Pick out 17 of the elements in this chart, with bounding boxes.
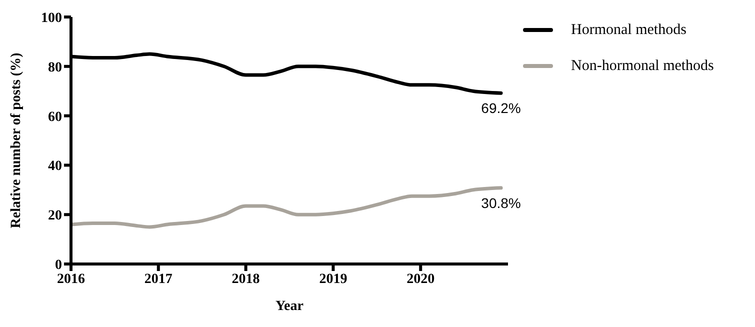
legend-label: Hormonal methods [571,22,686,38]
legend-label: Non-hormonal methods [571,58,714,74]
y-tick-label: 40 [48,159,62,174]
y-tick-label: 80 [48,60,62,76]
x-tick-label: 2017 [144,272,172,287]
y-tick-label: 60 [48,110,62,125]
y-axis-title: Relative number of posts (%) [8,52,24,228]
x-tick-label: 2020 [406,272,435,287]
y-tick-label: 20 [48,208,62,224]
y-tick-label: 0 [55,258,62,273]
x-tick-label: 2019 [319,272,348,287]
y-tick-label: 100 [41,10,62,26]
annotation: 69.2% [481,100,521,116]
x-axis-title: Year [276,299,304,314]
x-tick-label: 2018 [232,272,260,287]
x-tick-label: 2016 [57,272,85,287]
annotation: 30.8% [481,194,521,211]
